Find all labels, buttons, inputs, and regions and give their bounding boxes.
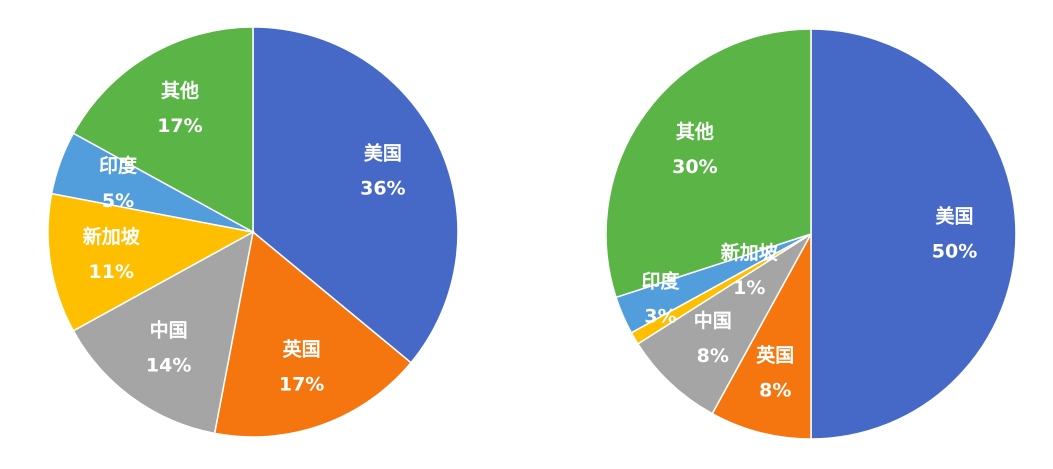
- value-label: 17%: [157, 115, 202, 137]
- value-label: 8%: [759, 379, 791, 401]
- value-label: 30%: [672, 156, 717, 178]
- slice-label: 英国: [283, 338, 321, 361]
- pie-slice: [711, 233, 812, 440]
- slice-label: 新加坡: [83, 225, 141, 248]
- value-label: 36%: [360, 177, 405, 199]
- pie-slice: [810, 28, 1017, 440]
- pie-slice: [252, 26, 459, 364]
- slice-label: 中国: [150, 319, 188, 342]
- slice-label: 新加坡: [721, 241, 779, 264]
- pie-slice: [213, 230, 413, 438]
- slice-label: 美国: [364, 141, 402, 164]
- slice-label: 印度: [641, 270, 680, 293]
- value-label: 1%: [733, 277, 765, 299]
- slice-label: 其他: [161, 79, 199, 102]
- value-label: 17%: [279, 374, 324, 396]
- slice-label: 印度: [99, 154, 138, 177]
- value-label: 8%: [697, 345, 729, 367]
- value-label: 5%: [102, 190, 134, 212]
- pie-slice: [636, 233, 812, 415]
- pie-slice: [72, 26, 254, 234]
- pie-slice: [47, 192, 256, 332]
- slice-label: 中国: [694, 309, 732, 332]
- slice-label: 其他: [676, 120, 714, 143]
- value-label: 11%: [89, 261, 134, 283]
- value-label: 50%: [932, 241, 977, 263]
- pie-slice: [605, 28, 812, 299]
- pie-slice: [72, 230, 255, 435]
- value-label: 3%: [644, 306, 676, 328]
- value-label: 14%: [146, 355, 191, 377]
- slice-label: 英国: [756, 343, 794, 366]
- slice-label: 美国: [935, 205, 973, 228]
